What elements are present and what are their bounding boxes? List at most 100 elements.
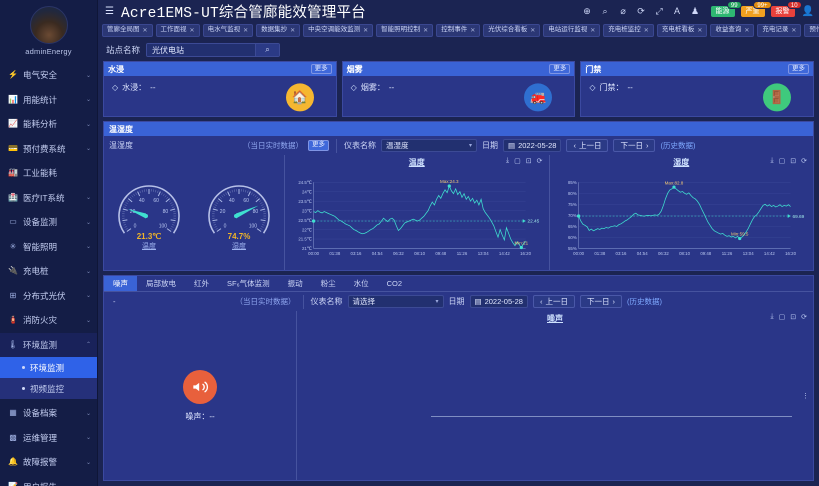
next-day-button[interactable]: 下一日 › [579, 295, 622, 308]
close-icon[interactable]: ✕ [590, 27, 596, 34]
tab-4[interactable]: 中央空调能效监测 ✕ [303, 24, 374, 37]
sensor-tab-0[interactable]: 噪声 [104, 276, 137, 291]
date-picker[interactable]: ▤ 2022-05-28 [469, 295, 528, 308]
search-input[interactable] [147, 44, 256, 56]
menu-toggle-icon[interactable]: ☰ [105, 5, 114, 17]
sensor-tab-5[interactable]: 粉尘 [320, 279, 336, 288]
search-icon[interactable]: ⌕ [602, 5, 608, 16]
avatar[interactable] [29, 6, 68, 44]
chart-tool-2[interactable]: ⊡ [790, 158, 797, 165]
close-icon[interactable]: ✕ [530, 27, 536, 34]
tab-12[interactable]: 充电记录 ✕ [757, 24, 802, 37]
sidebar-item-device-monitor-icon[interactable]: ▭ 设备监测 ⌄ [0, 210, 97, 235]
chart-menu-icon[interactable]: ⋮ [802, 392, 809, 400]
close-icon[interactable]: ✕ [423, 27, 429, 34]
theme-icon[interactable]: A [674, 6, 681, 16]
chart-tool-1[interactable]: ▢ [778, 158, 786, 165]
badge-0[interactable]: 能源 99 [710, 0, 742, 17]
sidebar-item-smart-lighting-icon[interactable]: ✳ 智能照明 ⌄ [0, 235, 97, 260]
sidebar-item-energy-stats-icon[interactable]: 📊 用能统计 ⌄ [0, 88, 97, 113]
chart-tool-0[interactable]: ⤓ [506, 157, 510, 164]
close-icon[interactable]: ✕ [791, 27, 797, 34]
tab-5[interactable]: 智能照明控制 ✕ [376, 24, 434, 37]
card-more-button[interactable]: 更多 [549, 63, 571, 75]
fullscreen-icon[interactable]: ⤢ [655, 5, 663, 16]
bell-muted-icon[interactable]: ⌀ [620, 5, 626, 16]
sidebar-item-prepay-system-icon[interactable]: 💳 预付费系统 ⌄ [0, 137, 97, 162]
card-more-button[interactable]: 更多 [788, 63, 810, 75]
sidebar-item-ops-management-icon[interactable]: ▩ 运维管理 ⌄ [0, 426, 97, 451]
tab-3[interactable]: 数据集抄 ✕ [256, 24, 301, 37]
tab-9[interactable]: 充电桩监控 ✕ [603, 24, 654, 37]
prev-day-button[interactable]: ‹ 上一日 [566, 139, 609, 152]
content-area: 水浸 更多 ◇ 水浸： -- 🏠 烟雾 更多 ◇ 烟雾： -- 🚒 门禁 [98, 61, 819, 486]
tab-1[interactable]: 工作面视 ✕ [155, 24, 200, 37]
tab-7[interactable]: 光伏综合看板 ✕ [483, 24, 541, 37]
globe-icon[interactable]: ⊕ [583, 5, 591, 16]
shirt-icon[interactable]: ♟ [691, 5, 700, 16]
sensor-tab-7[interactable]: CO2 [386, 279, 403, 288]
sidebar-item-charging-pile-icon[interactable]: 🔌 充电桩 ⌄ [0, 259, 97, 284]
close-icon[interactable]: ✕ [189, 27, 195, 34]
date-picker[interactable]: ▤ 2022-05-28 [503, 139, 562, 152]
tab-8[interactable]: 电站运行监视 ✕ [543, 24, 601, 37]
sensor-tab-6[interactable]: 水位 [353, 279, 369, 288]
sidebar-item-industrial-energy-icon[interactable]: 🏭 工业能耗 [0, 161, 97, 186]
chart-tool-0[interactable]: ⤓ [770, 313, 774, 320]
history-link[interactable]: (历史数据) [660, 141, 696, 150]
badge-2[interactable]: 报警 10 [770, 0, 802, 17]
close-icon[interactable]: ✕ [243, 27, 249, 34]
sensor-tab-4[interactable]: 振动 [287, 279, 303, 288]
chart-tool-0[interactable]: ⤓ [770, 157, 774, 164]
device-monitor-icon: ▭ [9, 217, 17, 227]
tab-0[interactable]: 管廊全局图 ✕ [102, 24, 153, 37]
search-label: 站点名称 [106, 45, 141, 55]
environment-monitor-icon: 🌡 [7, 339, 19, 349]
chart-tool-1[interactable]: ▢ [778, 314, 786, 321]
chart-tool-2[interactable]: ⊡ [525, 158, 532, 165]
meter-select[interactable]: 温湿度 ▾ [381, 139, 477, 152]
close-icon[interactable]: ✕ [290, 27, 296, 34]
close-icon[interactable]: ✕ [697, 27, 703, 34]
sidebar-item-fault-alarm-icon[interactable]: 🔔 故障报警 ⌄ [0, 450, 97, 475]
close-icon[interactable]: ✕ [643, 27, 649, 34]
sidebar-item-fire-safety-icon[interactable]: 🧯 消防火灾 ⌄ [0, 308, 97, 333]
tab-10[interactable]: 充电桩看板 ✕ [656, 24, 708, 37]
sidebar-item-user-report-icon[interactable]: 📝 用户报告 ⌄ [0, 475, 97, 486]
card-more-button[interactable]: 更多 [310, 63, 332, 75]
tab-13[interactable]: 预付费看板 ✕ [804, 24, 819, 37]
history-link[interactable]: (历史数据) [626, 297, 662, 306]
chart-tool-3[interactable]: ⟳ [801, 158, 807, 165]
close-icon[interactable]: ✕ [142, 27, 148, 34]
refresh-icon[interactable]: ⟳ [637, 5, 645, 16]
tab-2[interactable]: 电水气监视 ✕ [202, 24, 254, 37]
sidebar-item-distributed-pv-icon[interactable]: ⊞ 分布式光伏 ⌄ [0, 284, 97, 309]
next-day-button[interactable]: 下一日 › [613, 139, 656, 152]
sidebar-item-energy-analysis-icon[interactable]: 📈 能耗分析 ⌄ [0, 112, 97, 137]
chart-tool-1[interactable]: ▢ [514, 158, 521, 165]
sidebar-subitem-0[interactable]: 环境监测 [0, 357, 97, 378]
sidebar-item-electric-safety-icon[interactable]: ⚡ 电气安全 ⌄ [0, 63, 97, 88]
more-button[interactable]: 更多 [308, 140, 329, 151]
sensor-tab-3[interactable]: SF₆气体监测 [227, 279, 270, 288]
close-icon[interactable]: ✕ [470, 27, 476, 34]
sidebar-item-environment-monitor-icon[interactable]: 🌡 环境监测 ⌃ [0, 332, 97, 357]
card-metric-value: -- [150, 83, 156, 92]
sidebar-item-medical-it-icon[interactable]: 🏥 医疗IT系统 ⌄ [0, 186, 97, 211]
chart-tool-2[interactable]: ⊡ [790, 314, 797, 321]
tab-6[interactable]: 控制事件 ✕ [436, 24, 481, 37]
chart-tool-3[interactable]: ⟳ [536, 158, 543, 165]
sensor-tab-2[interactable]: 红外 [194, 279, 209, 288]
sidebar-item-device-archive-icon[interactable]: ▦ 设备档案 ⌄ [0, 401, 97, 426]
chart-tool-3[interactable]: ⟳ [801, 314, 807, 321]
user-avatar-icon[interactable]: 👤 [801, 5, 814, 17]
close-icon[interactable]: ✕ [744, 27, 750, 34]
sidebar-subitem-1[interactable]: 视频监控 [0, 378, 97, 399]
prev-day-button[interactable]: ‹ 上一日 [532, 295, 575, 308]
meter-select[interactable]: 请选择 ▾ [347, 295, 444, 308]
search-button[interactable]: ⌕ [255, 44, 280, 56]
close-icon[interactable]: ✕ [363, 27, 369, 34]
sensor-tab-1[interactable]: 局部放电 [146, 279, 176, 288]
tab-11[interactable]: 收益查询 ✕ [710, 24, 755, 37]
badge-1[interactable]: 严重 99+ [740, 0, 772, 17]
